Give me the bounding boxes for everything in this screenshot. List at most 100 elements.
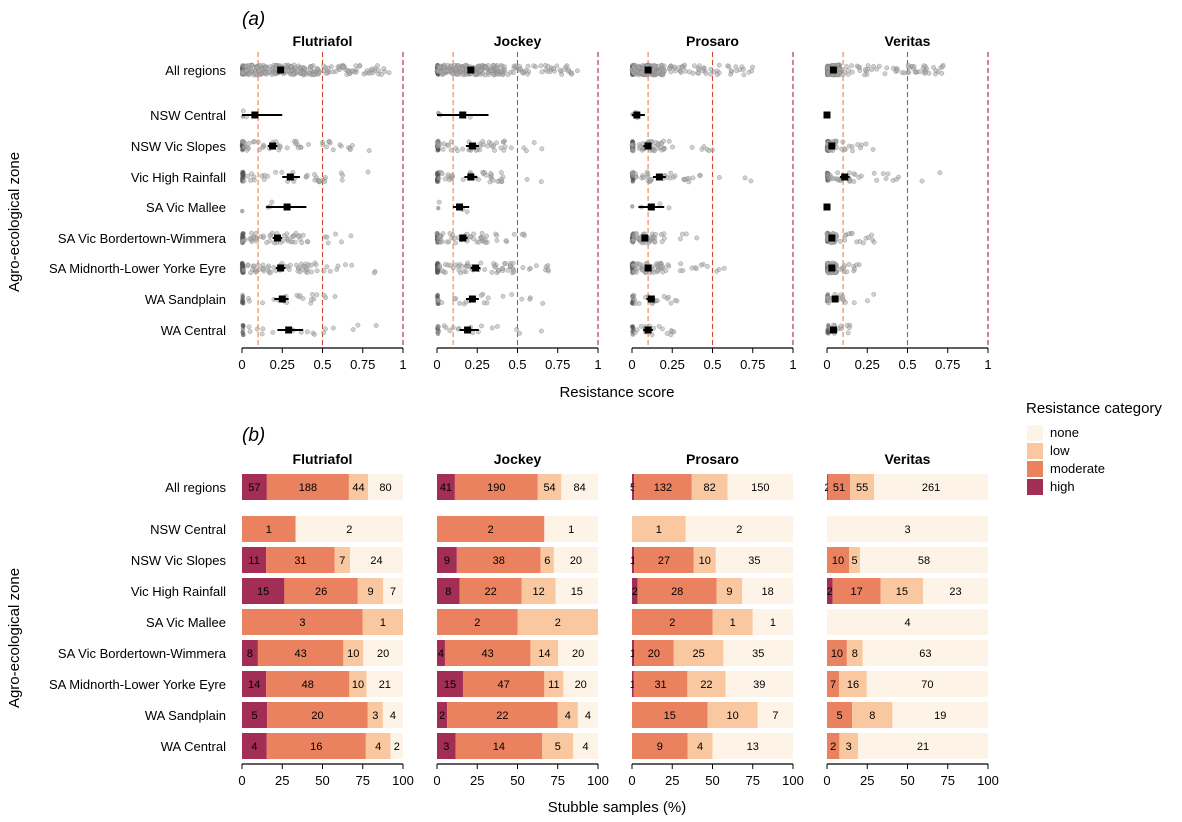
data-point (293, 65, 298, 70)
bar-segment-none (363, 640, 403, 666)
data-point (641, 175, 646, 180)
legend-swatch-none (1027, 425, 1043, 441)
data-point (446, 142, 452, 148)
bar-label-moderate: 7 (830, 679, 836, 691)
data-point (479, 323, 484, 329)
data-point (637, 236, 643, 241)
data-point (500, 266, 505, 271)
data-point (494, 232, 500, 238)
bar-label-low: 15 (896, 586, 908, 598)
data-point (502, 64, 507, 70)
bar-segment-high (632, 547, 635, 573)
region-label-all-regions: All regions (165, 63, 226, 78)
data-point (836, 66, 842, 72)
mean-marker (283, 203, 291, 211)
data-point (338, 170, 344, 176)
bar-label-low: 44 (352, 482, 364, 494)
x-tick-label: 0.5 (313, 357, 331, 372)
data-point (700, 68, 705, 73)
data-point (327, 268, 333, 274)
data-point (269, 199, 275, 205)
bar-label-moderate: 10 (832, 555, 844, 567)
data-point (435, 297, 441, 303)
data-point (659, 239, 665, 245)
data-point (885, 171, 891, 177)
bar-segment-low (357, 578, 384, 604)
bar-segment-moderate (827, 474, 851, 500)
data-point (304, 267, 310, 272)
data-point (649, 332, 655, 338)
data-point (259, 173, 265, 179)
data-point (490, 177, 496, 183)
data-point (716, 70, 722, 76)
region-label-vic-high-rainfall: Vic High Rainfall (131, 170, 226, 185)
data-point (300, 296, 306, 301)
mean-marker (468, 295, 476, 303)
data-point (273, 169, 279, 175)
bar-label-high: 2 (824, 482, 830, 494)
data-point (325, 240, 331, 246)
data-point (882, 71, 888, 77)
bar-label-moderate: 2 (830, 741, 836, 753)
data-point (865, 298, 870, 304)
data-point (854, 239, 859, 245)
region-label-nsw-central: NSW Central (150, 522, 226, 537)
data-point (322, 179, 327, 185)
data-point (448, 147, 454, 153)
x-tick-label: 100 (977, 773, 999, 788)
data-point (896, 174, 901, 180)
data-point (665, 262, 671, 268)
data-point (247, 329, 253, 334)
data-point (439, 300, 445, 305)
data-point (247, 236, 253, 241)
data-point (240, 230, 246, 236)
data-point (647, 176, 653, 182)
data-point (297, 293, 303, 298)
bar-segment-low (521, 578, 556, 604)
mean-marker (277, 264, 285, 272)
facet-jockey: Jockey 0 0.25 0.5 0.75 1 (433, 33, 601, 372)
data-point (271, 265, 277, 270)
data-point (445, 63, 450, 68)
data-point (525, 71, 531, 77)
data-point (883, 176, 889, 181)
region-label-wa-sandplain: WA Sandplain (145, 708, 226, 723)
bar-segment-moderate (266, 671, 350, 697)
data-point (856, 64, 862, 70)
mean-marker (459, 234, 467, 242)
data-point (911, 64, 917, 69)
facet-veritas: Veritas 0 0.25 0.5 0.75 1 (823, 33, 991, 372)
bar-segment-low (557, 702, 578, 728)
data-point (263, 65, 268, 71)
data-point (254, 64, 260, 70)
bar-segment-low (846, 640, 863, 666)
data-point (825, 171, 830, 177)
data-point (520, 265, 526, 270)
data-point (863, 141, 869, 147)
data-point (638, 323, 644, 329)
data-point (672, 64, 677, 70)
mean-marker (644, 264, 652, 272)
data-point (332, 294, 338, 299)
x-tick-label: 0.5 (898, 357, 916, 372)
bar-segment-moderate (459, 578, 522, 604)
bar-label-low: 3 (846, 741, 852, 753)
bar-label-none: 2 (394, 741, 400, 753)
x-tick-label: 0 (238, 357, 245, 372)
bar-label-moderate: 2 (474, 617, 480, 629)
legend-swatch-high (1027, 479, 1043, 495)
x-tick-label: 25 (470, 773, 484, 788)
data-point (666, 205, 672, 211)
region-label-nsw-central: NSW Central (150, 108, 226, 123)
region-label-wa-central: WA Central (161, 739, 226, 754)
data-point (320, 139, 325, 145)
data-point (476, 239, 482, 245)
data-point (489, 68, 495, 73)
facet-title-prosaro: Prosaro (686, 33, 739, 49)
mean-marker (644, 66, 652, 74)
data-point (514, 327, 520, 332)
region-label-nsw-vic-slopes: NSW Vic Slopes (131, 139, 227, 154)
bar-segment-high (242, 474, 267, 500)
data-point (849, 144, 855, 149)
data-point (348, 233, 354, 239)
